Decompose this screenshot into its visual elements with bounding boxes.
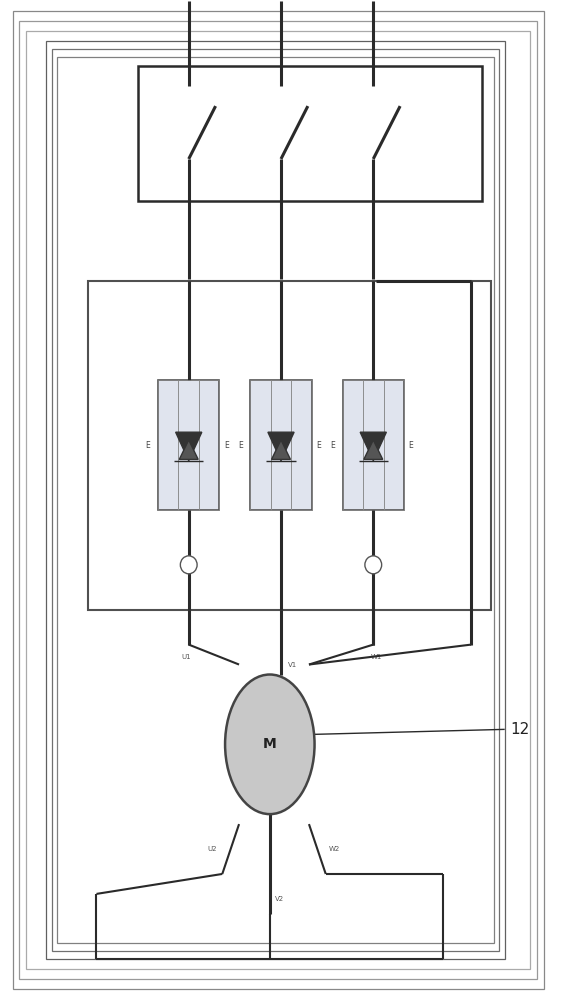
Text: V2: V2 xyxy=(275,896,284,902)
Text: U2: U2 xyxy=(207,846,217,852)
Bar xyxy=(57,57,493,943)
Bar xyxy=(363,380,383,510)
Bar xyxy=(271,380,291,510)
Text: U1: U1 xyxy=(181,654,191,660)
Bar xyxy=(158,380,179,510)
Bar xyxy=(383,380,404,510)
Polygon shape xyxy=(176,432,202,461)
Text: V1: V1 xyxy=(288,662,297,668)
Text: E: E xyxy=(316,441,321,450)
Text: E: E xyxy=(409,441,413,450)
Ellipse shape xyxy=(180,556,197,574)
Text: W1: W1 xyxy=(370,654,382,660)
Polygon shape xyxy=(360,432,386,461)
Polygon shape xyxy=(268,432,294,461)
Text: 12: 12 xyxy=(510,722,529,737)
Bar xyxy=(342,380,404,510)
Text: E: E xyxy=(146,441,150,450)
Polygon shape xyxy=(364,440,383,459)
Ellipse shape xyxy=(225,675,315,814)
Bar xyxy=(342,380,363,510)
Text: W2: W2 xyxy=(329,846,340,852)
Bar xyxy=(250,380,271,510)
Text: E: E xyxy=(330,441,335,450)
Text: E: E xyxy=(224,441,229,450)
Bar xyxy=(158,380,220,510)
Bar xyxy=(88,281,491,610)
Ellipse shape xyxy=(365,556,382,574)
Polygon shape xyxy=(179,440,198,459)
Bar xyxy=(250,380,312,510)
Bar xyxy=(46,41,505,959)
Text: E: E xyxy=(238,441,243,450)
Bar xyxy=(179,380,199,510)
Polygon shape xyxy=(271,440,291,459)
Text: M: M xyxy=(263,737,277,751)
Bar xyxy=(199,380,220,510)
Bar xyxy=(138,66,482,201)
Bar xyxy=(52,49,499,951)
Bar xyxy=(291,380,312,510)
